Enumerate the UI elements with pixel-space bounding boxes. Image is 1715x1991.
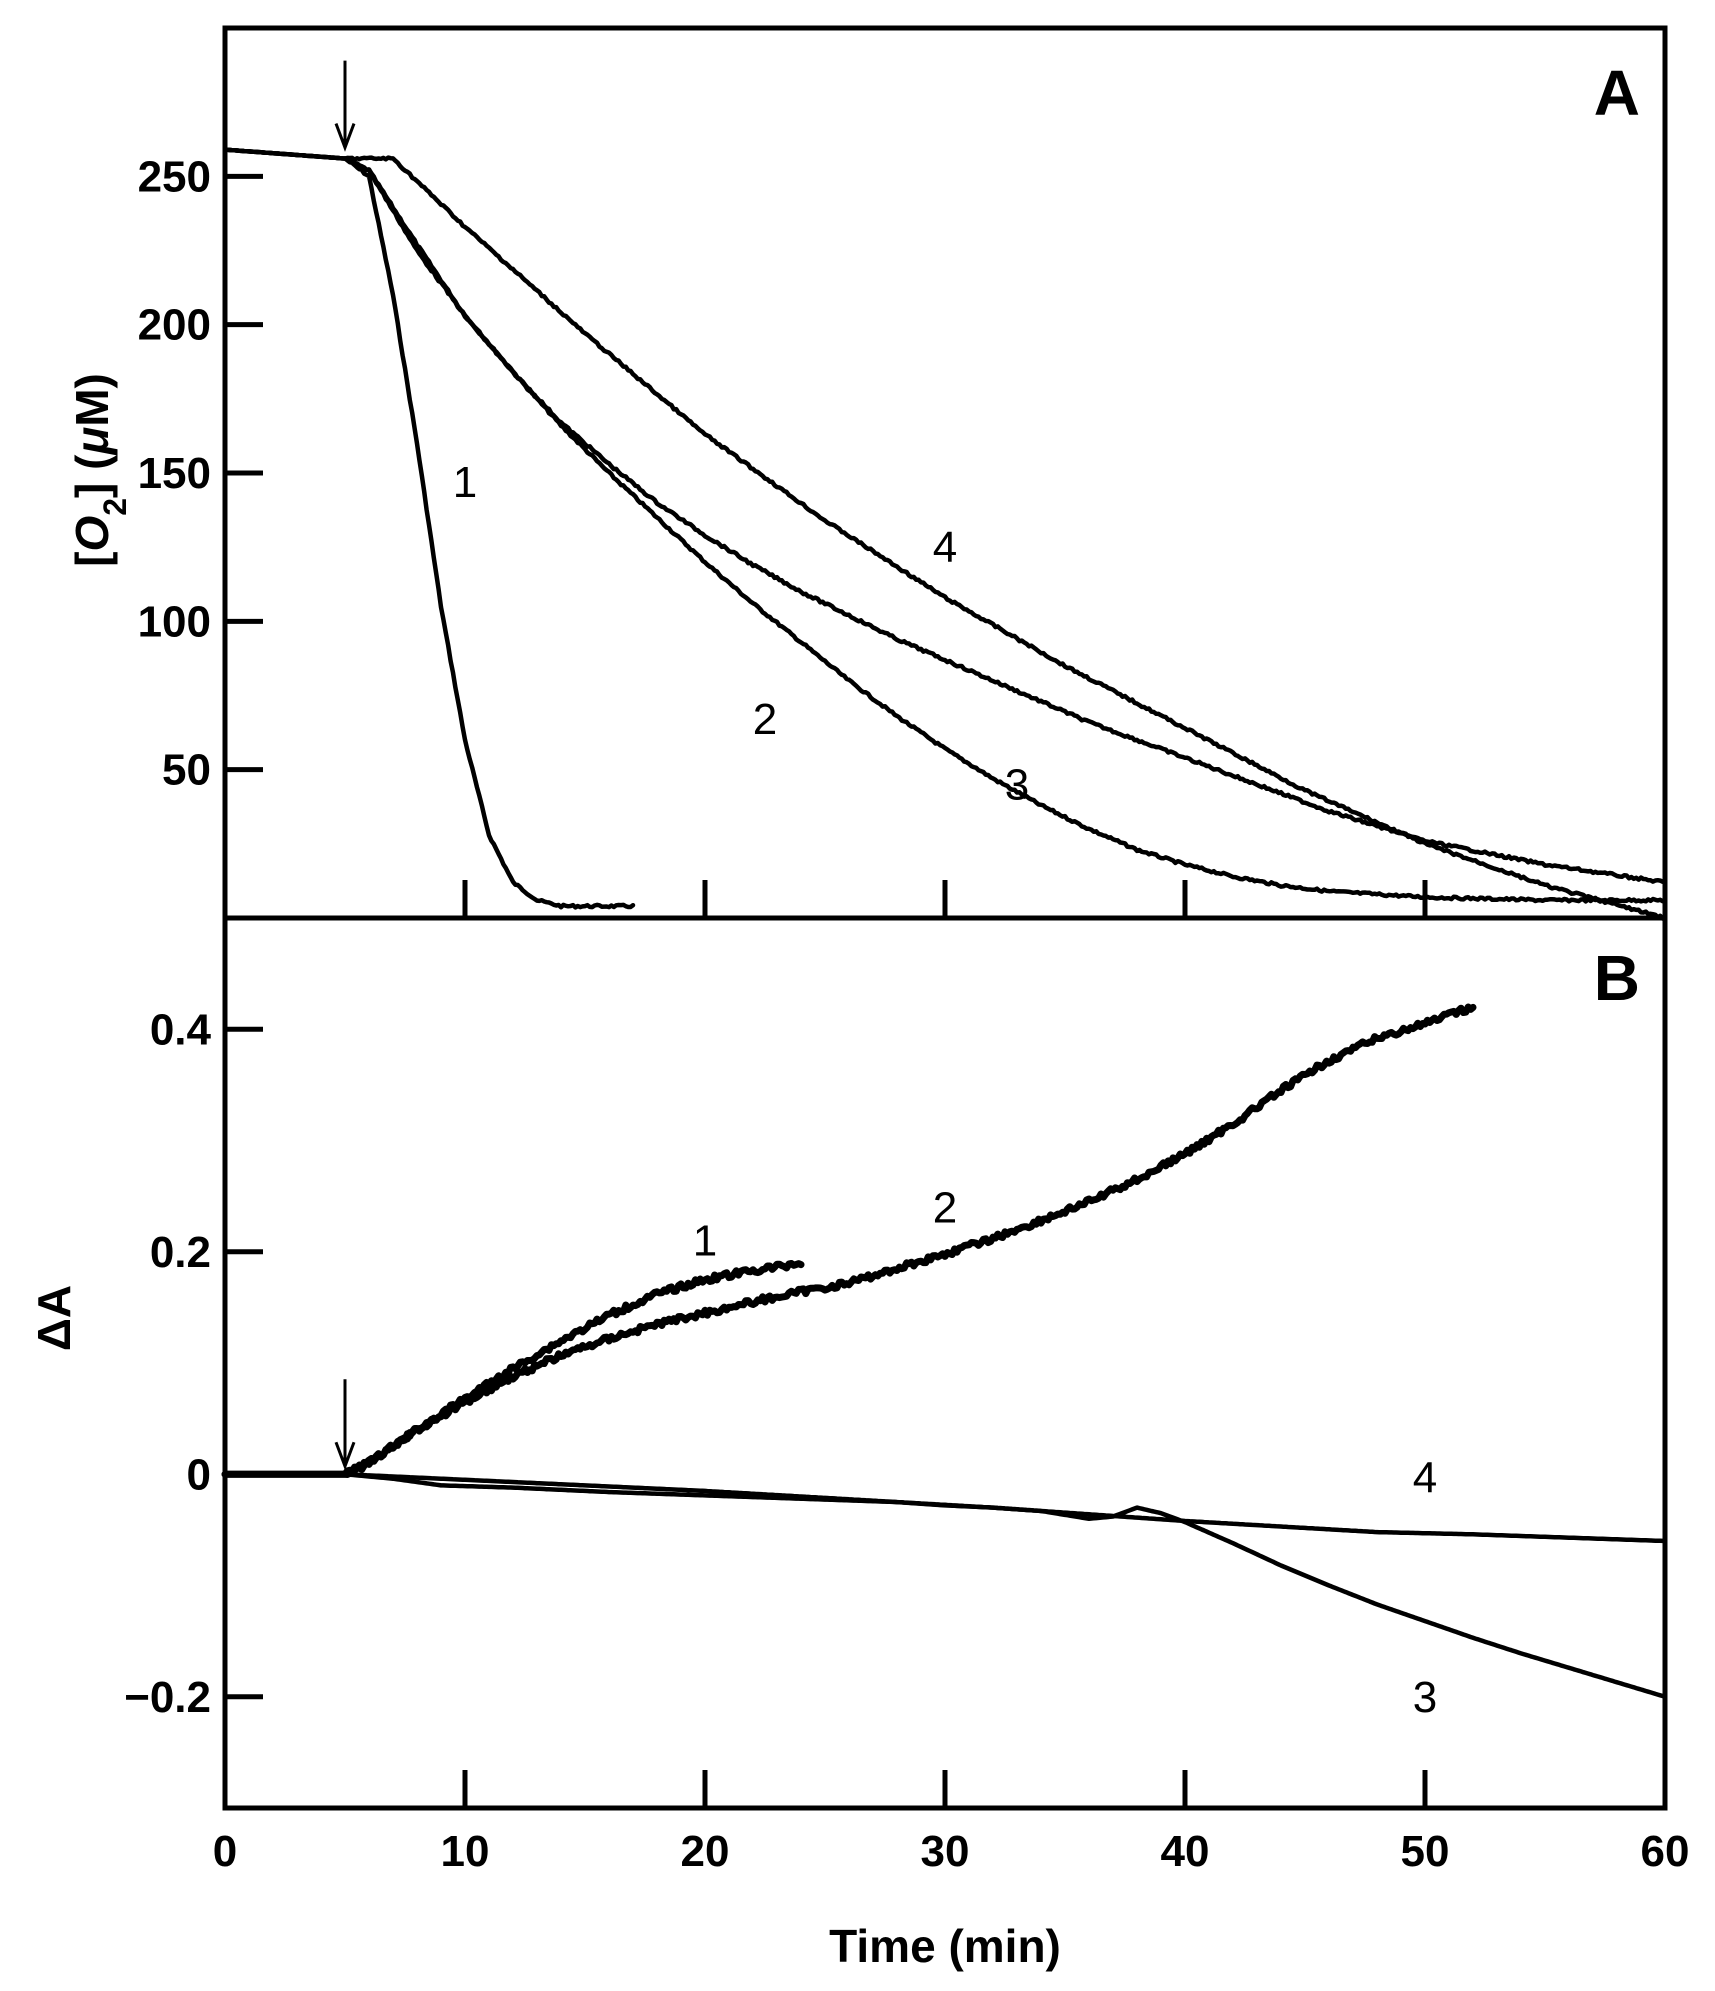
panel-a-arrow-head [334, 123, 356, 152]
panel-b-x-tick-label: 0 [213, 1827, 237, 1876]
panel-b-series-1-line [221, 1260, 805, 1478]
panel-b-series-4-label: 4 [1413, 1454, 1437, 1503]
panel-b-addition-arrow [334, 1379, 356, 1471]
panel-b-x-tick-label: 50 [1401, 1827, 1450, 1876]
panel-a-series-2-label: 2 [753, 695, 777, 744]
x-axis-title: Time (min) [829, 1920, 1061, 1972]
panel-b-x-tick-label: 10 [441, 1827, 490, 1876]
panel-b-series-2-line [221, 1003, 1477, 1478]
panel-a-series-4-label: 4 [933, 523, 957, 572]
panel-a-y-tick-label: 200 [138, 301, 211, 350]
panel-b-series-3-line [222, 1472, 1668, 1700]
ylabel-part-mu: μ [66, 427, 118, 457]
panel-b-y-tick-label: −0.2 [124, 1673, 211, 1722]
panel-b-series-4-line [222, 1472, 1668, 1544]
panel-b-arrow-head [334, 1441, 356, 1471]
panel-b-y-tick-label: 0.4 [150, 1005, 212, 1054]
panel-a-series-4-line [222, 147, 1668, 922]
panel-a-y-axis-title: [O2] (μM) [66, 373, 133, 567]
panel-b-x-tick-label: 60 [1641, 1827, 1690, 1876]
panel-b-letter: B [1594, 942, 1640, 1014]
panel-a-plot: 50 100 150 200 250 1 2 3 4 [138, 60, 1668, 922]
panel-b-series-1-label: 1 [693, 1217, 717, 1266]
panel-a-series-3-label: 3 [1005, 761, 1029, 810]
panel-a-letter: A [1594, 57, 1640, 129]
panel-a-series-1-label: 1 [453, 458, 477, 507]
panel-b-x-tick-label: 40 [1161, 1827, 1210, 1876]
panel-b-series-2-label: 2 [933, 1183, 957, 1232]
panel-b-y-axis-title: ΔA [28, 1285, 80, 1351]
ylabel-part-open-bracket: [ [66, 552, 118, 567]
ylabel-part-close-bracket: ] ( [66, 454, 118, 498]
panel-b-y-tick-label: 0 [187, 1450, 211, 1499]
panel-b-x-tick-label: 20 [681, 1827, 730, 1876]
panel-b-frame [222, 915, 1668, 1811]
panel-a-y-tick-label: 150 [138, 449, 211, 498]
panel-b-x-tick-label: 30 [921, 1827, 970, 1876]
ylabel-part-o: O [66, 516, 118, 552]
panel-b-y-tick-label: 0.2 [150, 1228, 211, 1277]
panel-a-y-tick-label: 50 [162, 746, 211, 795]
panel-a-frame [222, 25, 1668, 921]
ylabel-part-subscript: 2 [97, 498, 133, 516]
panel-b-plot: −0.2 0 0.2 0.4 0 10 20 30 40 50 60 1 2 3 4 [124, 1003, 1690, 1876]
panel-a-series-3-line [222, 147, 1668, 885]
ylabel-part-unit: M) [66, 373, 118, 427]
panel-a-y-tick-label: 250 [138, 152, 211, 201]
panel-a-y-tick-label: 100 [138, 597, 211, 646]
panel-b-series-3-label: 3 [1413, 1673, 1437, 1722]
panel-a-addition-arrow [334, 60, 356, 152]
